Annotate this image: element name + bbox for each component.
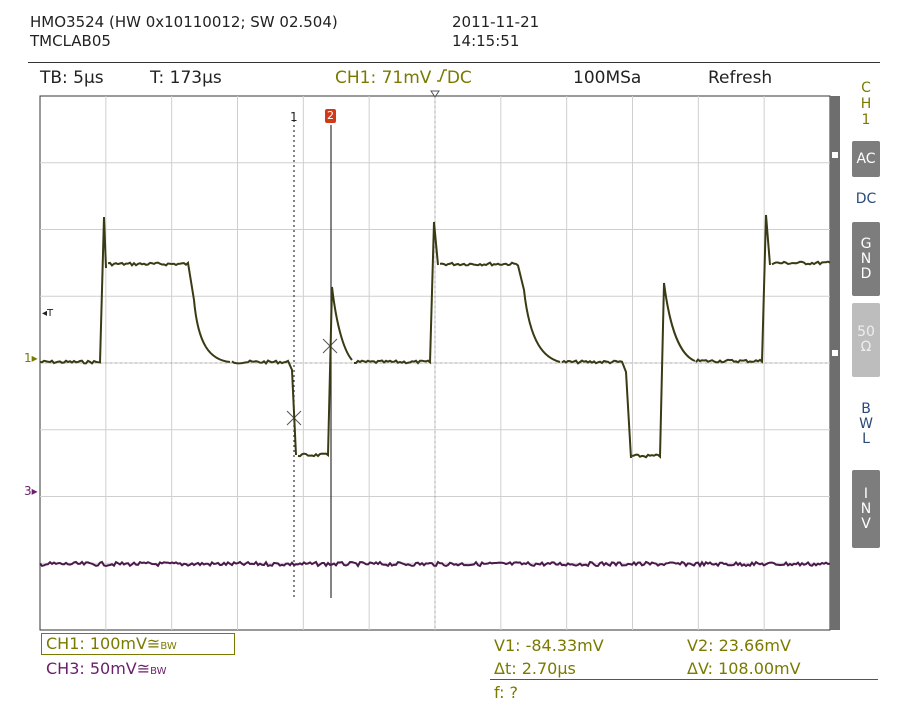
inv-label-n: N xyxy=(860,500,872,517)
cursor1-label[interactable]: 1 xyxy=(290,110,298,124)
dc-coupling-button[interactable]: DC xyxy=(852,181,880,217)
gnd-label-d: D xyxy=(860,265,872,282)
trigger-level: CH1: 71mV xyxy=(335,68,432,88)
ohm-icon: Ω xyxy=(860,339,872,355)
delta-v-readout: ΔV: 108.00mV xyxy=(687,659,801,678)
delta-t-readout: Δt: 2.70µs xyxy=(494,659,576,678)
gnd-coupling-button[interactable]: G N D xyxy=(852,222,880,296)
channel-letter-h: H xyxy=(860,96,872,112)
inv-label-i: I xyxy=(863,485,869,502)
capture-date: 2011-11-21 xyxy=(452,13,540,31)
scrollbar-down-arrow xyxy=(832,350,838,356)
ch3-marker-label: 3 xyxy=(24,484,32,498)
bwl-label-b: B xyxy=(861,400,871,417)
ch1-trace xyxy=(39,214,831,459)
trigger-coupling: DC xyxy=(446,68,472,88)
invert-button[interactable]: I N V xyxy=(852,470,880,548)
dc-label: DC xyxy=(855,190,877,207)
scrollbar-up-arrow xyxy=(832,152,838,158)
acquisition-mode[interactable]: Refresh xyxy=(708,68,773,88)
header-divider xyxy=(28,62,880,63)
channel-number: 1 xyxy=(861,112,871,128)
channel-letter-c: C xyxy=(861,80,871,96)
bandwidth-limit-button[interactable]: B W L xyxy=(852,387,880,461)
capture-time: 14:15:51 xyxy=(452,32,520,50)
side-panel-channel-label: C H 1 xyxy=(853,80,879,128)
trigger-time-readout[interactable]: T: 173µs xyxy=(150,68,222,88)
sample-rate-readout[interactable]: 100MSa xyxy=(573,68,642,88)
gnd-label-n: N xyxy=(860,250,872,267)
cursor-v2-readout: V2: 23.66mV xyxy=(687,636,791,655)
ch3-bandwidth-label: BW xyxy=(150,666,167,677)
bwl-label-w: W xyxy=(859,415,873,432)
ch3-offset-marker[interactable]: 3▸ xyxy=(24,484,38,498)
trigger-level-marker[interactable]: ◂T xyxy=(42,308,53,319)
ch1-bandwidth-label: BW xyxy=(160,641,177,652)
ac-coupling-button[interactable]: AC xyxy=(852,141,880,177)
device-name: TMCLAB05 xyxy=(30,32,111,50)
ch3-settings-box[interactable]: CH3: 50mV≅BW xyxy=(46,659,167,678)
right-arrow-icon: ▸ xyxy=(31,351,38,365)
measurement-divider xyxy=(490,679,878,680)
fifty-label: 50 xyxy=(857,324,875,340)
ch1-marker-label: 1 xyxy=(24,351,32,365)
trigger-position-icon xyxy=(430,90,440,98)
cursor-v1-readout: V1: -84.33mV xyxy=(494,636,604,655)
inv-label-v: V xyxy=(861,515,871,532)
trigger-marker-label: T xyxy=(47,308,54,319)
timebase-readout[interactable]: TB: 5µs xyxy=(40,68,104,88)
right-arrow-icon: ▸ xyxy=(31,484,38,498)
cursor2-label[interactable]: 2 xyxy=(325,109,336,123)
ch1-settings-box[interactable]: CH1: 100mV≅BW xyxy=(41,633,235,655)
ch3-scale: CH3: 50mV≅ xyxy=(46,659,151,678)
bwl-label-l: L xyxy=(862,430,870,447)
ch3-trace xyxy=(39,560,831,568)
device-model: HMO3524 (HW 0x10110012; SW 02.504) xyxy=(30,13,338,31)
fifty-ohm-button[interactable]: 50 Ω xyxy=(852,303,880,377)
left-arrow-icon: ◂ xyxy=(42,308,48,319)
vertical-scrollbar xyxy=(830,96,840,630)
ch1-scale: CH1: 100mV≅ xyxy=(46,634,161,653)
rising-edge-icon xyxy=(436,68,447,88)
gnd-label-g: G xyxy=(860,235,872,252)
frequency-readout: f: ? xyxy=(494,683,519,702)
ac-label: AC xyxy=(856,150,876,167)
trigger-source-readout[interactable]: CH1: 71mV DC xyxy=(335,68,472,88)
ch1-offset-marker[interactable]: 1▸ xyxy=(24,351,38,365)
